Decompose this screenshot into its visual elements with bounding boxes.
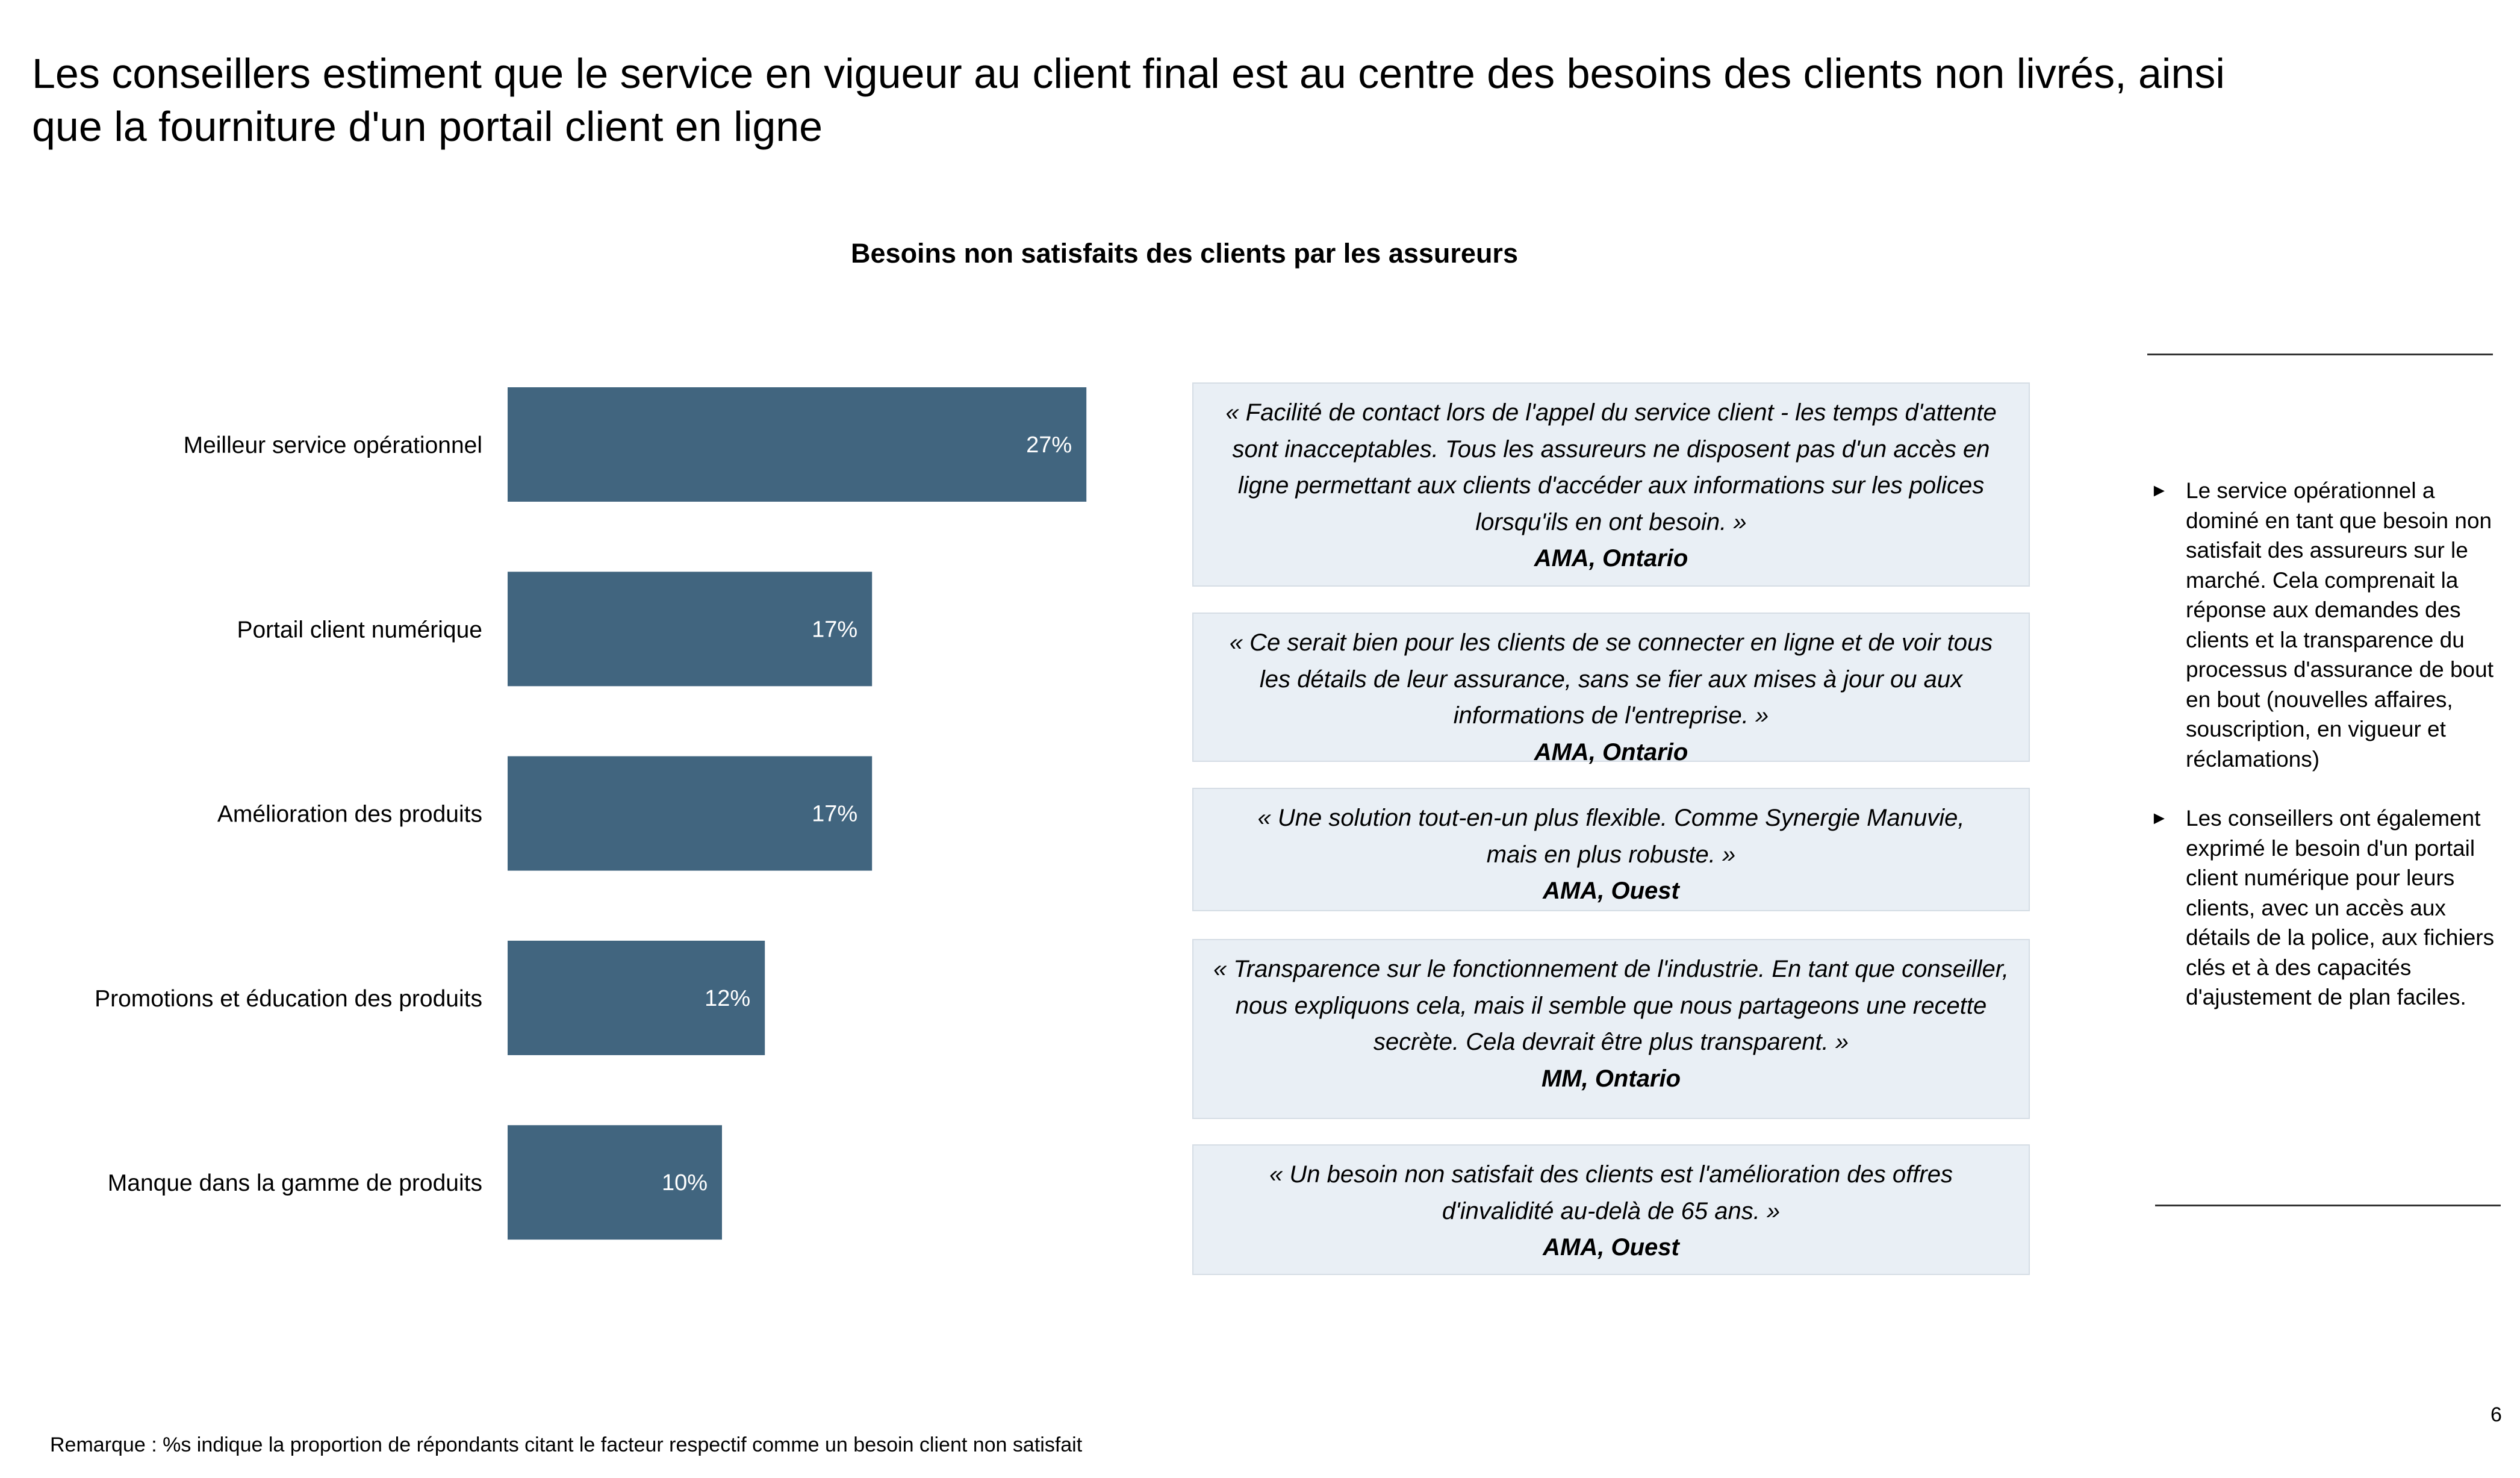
category-label: Manque dans la gamme de produits — [108, 1170, 482, 1196]
quote-source: AMA, Ouest — [1543, 878, 1679, 904]
data-label: 12% — [705, 986, 750, 1011]
bar — [508, 1125, 722, 1240]
category-label: Meilleur service opérationnel — [184, 432, 482, 458]
category-label: Amélioration des produits — [217, 802, 482, 828]
page-number: 6 — [2490, 1403, 2502, 1426]
category-label: Portail client numérique — [237, 617, 482, 643]
footnote: Remarque : %s indique la proportion de r… — [50, 1433, 1083, 1456]
quote-text: « Facilité de contact lors de l'appel du… — [1225, 399, 1997, 535]
data-label: 17% — [812, 617, 857, 642]
divider-top — [2147, 354, 2493, 355]
takeaway-item: ► Les conseillers ont également exprimé … — [2150, 803, 2500, 1012]
quote-box: « Une solution tout-en-un plus flexible.… — [1192, 788, 2030, 911]
quote-text: « Un besoin non satisfait des clients es… — [1269, 1161, 1953, 1224]
data-label: 10% — [662, 1170, 708, 1196]
data-label: 27% — [1026, 432, 1072, 458]
quote-text: « Transparence sur le fonctionnement de … — [1213, 956, 2009, 1055]
divider-bottom — [2155, 1205, 2501, 1206]
category-label: Promotions et éducation des produits — [95, 986, 482, 1012]
bar-chart: 27% Meilleur service opérationnel 17% Porta… — [95, 387, 1087, 1240]
quote-source: AMA, Ouest — [1543, 1234, 1679, 1261]
quote-box: « Facilité de contact lors de l'appel du… — [1192, 382, 2030, 587]
chart-title: Besoins non satisfaits des clients par l… — [851, 238, 1518, 269]
takeaway-item: ► Le service opérationnel a dominé en ta… — [2150, 476, 2500, 774]
slide-title: Les conseillers estiment que le service … — [32, 50, 2225, 150]
triangle-right-icon: ► — [2150, 808, 2168, 828]
triangle-right-icon: ► — [2150, 481, 2168, 500]
quote-text: « Une solution tout-en-un plus flexible.… — [1257, 805, 1965, 868]
quote-box: « Ce serait bien pour les clients de se … — [1192, 613, 2030, 766]
data-label: 17% — [812, 802, 857, 827]
takeaways: ► Le service opérationnel a dominé en ta… — [2150, 476, 2500, 1042]
bar — [508, 940, 765, 1055]
takeaway-text: Les conseillers ont également exprimé le… — [2186, 806, 2495, 1009]
quote-box: « Transparence sur le fonctionnement de … — [1192, 939, 2030, 1119]
bar — [508, 387, 1087, 502]
bar — [508, 756, 873, 871]
bar — [508, 572, 873, 687]
quote-source: AMA, Ontario — [1534, 738, 1688, 766]
quote-source: AMA, Ontario — [1534, 545, 1688, 572]
quote-text: « Ce serait bien pour les clients de se … — [1229, 629, 1993, 729]
takeaway-text: Le service opérationnel a dominé en tant… — [2186, 478, 2494, 772]
quote-source: MM, Ontario — [1541, 1065, 1681, 1092]
quote-box: « Un besoin non satisfait des clients es… — [1192, 1144, 2030, 1275]
